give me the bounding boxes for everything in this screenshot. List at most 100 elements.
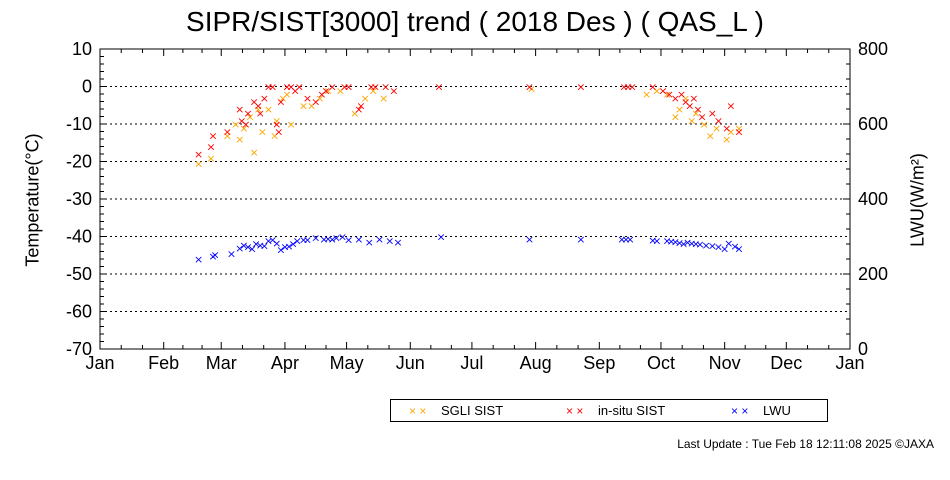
- lwu-point: ×: [626, 233, 635, 246]
- insitu-point: ×: [648, 81, 657, 94]
- axis-ticks: 100-10-20-30-40-50-60-708006004002000Jan…: [66, 39, 888, 373]
- insitu-point: ×: [623, 81, 632, 94]
- insitu-point: ×: [286, 81, 295, 94]
- x-tick-label: Dec: [770, 353, 802, 373]
- lwu-point: ×: [319, 233, 328, 246]
- lwu-point: ×: [194, 253, 203, 266]
- lwu-point: ×: [311, 231, 320, 244]
- insitu-point: ×: [268, 81, 277, 94]
- lwu-point: ×: [280, 241, 289, 254]
- lwu-point: ×: [687, 237, 696, 250]
- lwu-point: ×: [243, 240, 252, 253]
- legend-item-lwu: × × LWU: [731, 403, 791, 418]
- insitu-point: ×: [714, 114, 723, 127]
- insitu-point: ×: [685, 99, 694, 112]
- lwu-point: ×: [328, 233, 337, 246]
- y-left-tick-label: -50: [66, 264, 92, 284]
- sgli-point: ×: [286, 118, 295, 131]
- y-left-tick-label: -30: [66, 189, 92, 209]
- sgli-point: ×: [206, 152, 215, 165]
- sgli-point: ×: [270, 129, 279, 142]
- insitu-point: ×: [525, 81, 534, 94]
- lwu-point: ×: [268, 234, 277, 247]
- insitu-point: ×: [235, 103, 244, 116]
- insitu-point: ×: [254, 99, 263, 112]
- sgli-point: ×: [712, 122, 721, 135]
- lwu-point: ×: [289, 238, 298, 251]
- lwu-point: ×: [235, 242, 244, 255]
- lwu-point: ×: [621, 233, 630, 246]
- insitu-point: ×: [576, 81, 585, 94]
- insitu-point: ×: [628, 81, 637, 94]
- sgli-point: ×: [700, 118, 709, 131]
- lwu-point: ×: [671, 235, 680, 248]
- insitu-point: ×: [371, 81, 380, 94]
- lwu-point: ×: [344, 234, 353, 247]
- sgli-point: ×: [369, 84, 378, 97]
- lwu-point: ×: [208, 250, 217, 263]
- y-left-tick-label: -10: [66, 114, 92, 134]
- insitu-point: ×: [677, 88, 686, 101]
- lwu-point: ×: [276, 243, 285, 256]
- lwu-point: ×: [385, 234, 394, 247]
- sgli-point: ×: [258, 126, 267, 139]
- sgli-point: ×: [527, 82, 536, 95]
- insitu-point: ×: [241, 118, 250, 131]
- insitu-point: ×: [726, 99, 735, 112]
- sgli-point: ×: [722, 133, 731, 146]
- last-update-footer: Last Update : Tue Feb 18 12:11:08 2025 ©…: [677, 437, 934, 451]
- legend-label-sgli: SGLI SIST: [441, 403, 504, 418]
- lwu-point: ×: [260, 240, 269, 253]
- insitu-point: ×: [260, 92, 269, 105]
- y-right-tick-label: 400: [858, 189, 888, 209]
- x-tick-label: Jul: [460, 353, 483, 373]
- lwu-point: ×: [293, 234, 302, 247]
- y-left-tick-label: 0: [82, 77, 92, 97]
- lwu-point: ×: [264, 234, 273, 247]
- insitu-point: ×: [295, 81, 304, 94]
- insitu-point: ×: [264, 81, 273, 94]
- y-right-tick-label: 600: [858, 114, 888, 134]
- insitu-point: ×: [381, 81, 390, 94]
- lwu-point: ×: [252, 237, 261, 250]
- lwu-point: ×: [724, 237, 733, 250]
- lwu-point: ×: [210, 249, 219, 262]
- insitu-point: ×: [311, 96, 320, 109]
- sgli-point: ×: [734, 122, 743, 135]
- lwu-point: ×: [272, 237, 281, 250]
- legend-marker-sgli: × ×: [409, 404, 427, 418]
- lwu-point: ×: [714, 241, 723, 254]
- y-left-tick-label: -70: [66, 339, 92, 359]
- sgli-point: ×: [360, 92, 369, 105]
- insitu-point: ×: [708, 107, 717, 120]
- x-tick-label: Nov: [709, 353, 741, 373]
- insitu-point: ×: [734, 126, 743, 139]
- sgli-point: ×: [315, 92, 324, 105]
- insitu-point: ×: [303, 92, 312, 105]
- data-points: × ×××××××××××××××× ××× ×××××× × × ××××××××××× ×…: [194, 81, 744, 267]
- sgli-point: ×: [379, 92, 388, 105]
- lwu-point: ×: [663, 235, 672, 248]
- insitu-point: ×: [658, 84, 667, 97]
- chart-title: SIPR/SIST[3000] trend ( 2018 Des ) ( QAS…: [186, 6, 764, 37]
- sgli-point: ×: [282, 88, 291, 101]
- lwu-point: ×: [695, 238, 704, 251]
- insitu-point: ×: [328, 81, 337, 94]
- lwu-point: ×: [284, 240, 293, 253]
- insitu-point: ×: [321, 84, 330, 97]
- insitu-point: ×: [243, 107, 252, 120]
- x-tick-label: Jan: [835, 353, 864, 373]
- insitu-point: ×: [282, 81, 291, 94]
- lwu-point: ×: [354, 233, 363, 246]
- x-tick-label: Feb: [148, 353, 179, 373]
- sgli-point: ×: [706, 129, 715, 142]
- lwu-point: ×: [691, 237, 700, 250]
- sgli-point: ×: [681, 92, 690, 105]
- sgli-point: ×: [223, 129, 232, 142]
- lwu-point: ×: [702, 239, 711, 252]
- insitu-point: ×: [697, 111, 706, 124]
- legend: × × SGLI SIST × × in-situ SIST × × LWU: [390, 399, 828, 422]
- sgli-point: ×: [231, 118, 240, 131]
- sgli-point: ×: [235, 133, 244, 146]
- insitu-point: ×: [272, 118, 281, 131]
